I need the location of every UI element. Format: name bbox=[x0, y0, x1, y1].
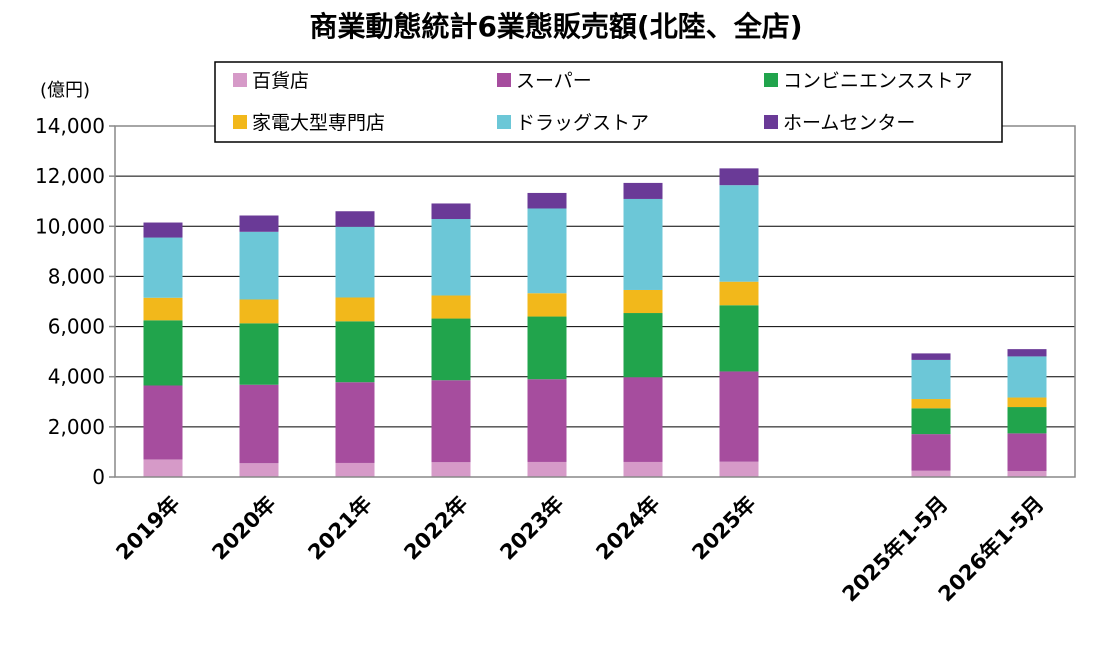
bar-segment bbox=[527, 379, 567, 462]
y-tick-label: 12,000 bbox=[35, 164, 105, 188]
bar-segment bbox=[623, 198, 663, 290]
bar-segment bbox=[911, 359, 951, 400]
bar-segment bbox=[335, 321, 375, 383]
bar-segment bbox=[911, 353, 951, 360]
bar-segment bbox=[719, 168, 759, 186]
x-tick-label: 2020年 bbox=[207, 492, 280, 565]
bar-segment bbox=[239, 215, 279, 232]
y-tick-label: 10,000 bbox=[35, 214, 105, 238]
legend-box bbox=[214, 61, 1003, 143]
y-tick-label: 0 bbox=[92, 465, 105, 489]
bar-segment bbox=[1007, 433, 1047, 471]
y-tick-label: 8,000 bbox=[48, 264, 105, 288]
bar-segment bbox=[143, 297, 183, 321]
bar-segment bbox=[1007, 356, 1047, 398]
bar-segment bbox=[239, 384, 279, 464]
x-tick-label: 2023年 bbox=[495, 492, 568, 565]
bar-segment bbox=[143, 222, 183, 238]
bar-segment bbox=[431, 380, 471, 463]
bar-segment bbox=[1007, 349, 1047, 357]
bar-segment bbox=[431, 318, 471, 381]
bar-segment bbox=[335, 382, 375, 463]
y-axis-ticks: 0 2,000 4,000 6,000 8,000 10,000 12,000 14,000 bbox=[35, 114, 115, 489]
bar-segment bbox=[527, 192, 567, 209]
bar-segment bbox=[719, 281, 759, 306]
bar-segment bbox=[623, 461, 663, 477]
legend-swatch bbox=[764, 115, 778, 129]
y-tick-label: 2,000 bbox=[48, 415, 105, 439]
y-tick-label: 6,000 bbox=[48, 315, 105, 339]
x-tick-label: 2025年 bbox=[687, 492, 760, 565]
bar-segment bbox=[335, 297, 375, 322]
bar-segment bbox=[143, 385, 183, 460]
bar-segment bbox=[911, 408, 951, 435]
legend-swatch bbox=[233, 73, 247, 87]
bar-segment bbox=[239, 323, 279, 385]
bar-segment bbox=[911, 470, 951, 477]
bar-segment bbox=[719, 461, 759, 477]
bar-segment bbox=[623, 289, 663, 314]
bar-segment bbox=[431, 219, 471, 296]
legend-label: ドラッグストア bbox=[516, 112, 649, 134]
x-tick-label: 2019年 bbox=[111, 492, 184, 565]
bar-segment bbox=[431, 462, 471, 477]
bar-segment bbox=[623, 313, 663, 378]
bar-segment bbox=[1007, 470, 1047, 477]
y-tick-label: 4,000 bbox=[48, 365, 105, 389]
bar-segment bbox=[623, 182, 663, 199]
bar-segment bbox=[527, 293, 567, 317]
bar-segment bbox=[239, 463, 279, 477]
bar-segment bbox=[143, 320, 183, 386]
x-tick-label: 2021年 bbox=[303, 492, 376, 565]
x-tick-label: 2022年 bbox=[399, 492, 472, 565]
bar-segment bbox=[911, 399, 951, 409]
bar-segment bbox=[527, 316, 567, 380]
bar-segment bbox=[143, 237, 183, 298]
legend-label: 百貨店 bbox=[252, 70, 309, 92]
y-axis-unit: (億円) bbox=[40, 80, 90, 101]
legend-swatch bbox=[764, 73, 778, 87]
bar-segment bbox=[143, 459, 183, 477]
x-axis-labels: 2019年 2020年 2021年 2022年 2023年 2024年 2025年 2025年… bbox=[111, 492, 1048, 607]
bar-segment bbox=[239, 299, 279, 324]
bar-segment bbox=[911, 434, 951, 471]
legend-swatch bbox=[497, 73, 511, 87]
legend-swatch bbox=[233, 115, 247, 129]
y-tick-label: 14,000 bbox=[35, 114, 105, 138]
bar-segment bbox=[431, 203, 471, 220]
bar-segment bbox=[719, 305, 759, 372]
x-tick-label: 2024年 bbox=[591, 492, 664, 565]
legend-label: スーパー bbox=[516, 70, 592, 92]
bar-segment bbox=[335, 226, 375, 298]
legend-swatch bbox=[497, 115, 511, 129]
legend-label: 家電大型専門店 bbox=[252, 112, 385, 134]
bar-segment bbox=[335, 211, 375, 227]
bar-segment bbox=[1007, 407, 1047, 434]
bar-segment bbox=[719, 185, 759, 282]
bar-segment bbox=[335, 462, 375, 477]
bar-segment bbox=[719, 371, 759, 462]
bars bbox=[143, 168, 1047, 477]
bar-segment bbox=[1007, 397, 1047, 408]
legend-label: コンビニエンスストア bbox=[783, 70, 973, 92]
bar-segment bbox=[431, 295, 471, 319]
bar-segment bbox=[623, 377, 663, 462]
legend-label: ホームセンター bbox=[783, 112, 915, 134]
bar-segment bbox=[239, 231, 279, 300]
bar-segment bbox=[527, 461, 567, 477]
bar-segment bbox=[527, 208, 567, 294]
chart-title: 商業動態統計6業態販売額(北陸、全店) bbox=[309, 10, 802, 43]
